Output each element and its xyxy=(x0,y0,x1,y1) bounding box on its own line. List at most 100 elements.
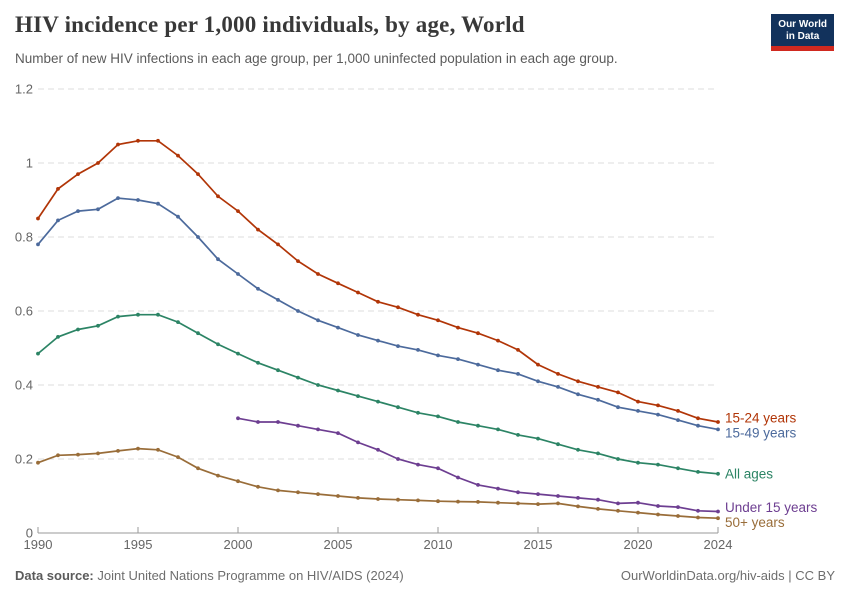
data-point[interactable] xyxy=(96,161,100,165)
data-point[interactable] xyxy=(56,187,60,191)
data-point[interactable] xyxy=(276,242,280,247)
attribution-link[interactable]: OurWorldinData.org/hiv-aids | CC BY xyxy=(620,568,835,583)
data-point[interactable] xyxy=(256,484,260,489)
data-point[interactable] xyxy=(676,514,680,518)
data-point[interactable] xyxy=(376,399,380,404)
data-point[interactable] xyxy=(536,492,540,496)
data-point[interactable] xyxy=(556,494,560,498)
data-point[interactable] xyxy=(676,466,680,471)
data-point[interactable] xyxy=(496,486,500,491)
data-point[interactable] xyxy=(396,457,400,461)
data-point[interactable] xyxy=(376,447,380,452)
data-point[interactable] xyxy=(696,470,700,474)
data-point[interactable] xyxy=(36,242,40,247)
data-point[interactable] xyxy=(396,405,400,410)
data-point[interactable] xyxy=(696,515,700,520)
data-point[interactable] xyxy=(456,499,460,504)
data-point[interactable] xyxy=(536,362,540,367)
data-point[interactable] xyxy=(376,338,380,343)
data-point[interactable] xyxy=(156,447,160,452)
data-point[interactable] xyxy=(296,423,300,428)
data-point[interactable] xyxy=(36,351,40,356)
data-point[interactable] xyxy=(516,348,520,352)
data-point[interactable] xyxy=(516,433,520,437)
data-point[interactable] xyxy=(636,500,640,505)
data-point[interactable] xyxy=(476,423,480,428)
data-point[interactable] xyxy=(656,412,660,417)
data-point[interactable] xyxy=(396,344,400,348)
data-point[interactable] xyxy=(76,452,80,457)
data-point[interactable] xyxy=(316,427,320,432)
data-point[interactable] xyxy=(396,497,400,502)
data-point[interactable] xyxy=(656,462,660,467)
data-point[interactable] xyxy=(476,331,480,336)
data-point[interactable] xyxy=(116,196,120,201)
data-point[interactable] xyxy=(76,172,80,177)
data-point[interactable] xyxy=(556,501,560,506)
data-point[interactable] xyxy=(416,312,420,317)
data-point[interactable] xyxy=(716,516,720,521)
data-point[interactable] xyxy=(536,379,540,384)
data-point[interactable] xyxy=(596,385,600,389)
data-point[interactable] xyxy=(396,305,400,310)
data-point[interactable] xyxy=(696,423,700,428)
data-point[interactable] xyxy=(716,509,720,514)
data-point[interactable] xyxy=(336,388,340,393)
data-point[interactable] xyxy=(436,414,440,419)
data-point[interactable] xyxy=(676,505,680,509)
data-point[interactable] xyxy=(556,372,560,376)
data-point[interactable] xyxy=(216,257,220,262)
data-point[interactable] xyxy=(316,492,320,496)
data-point[interactable] xyxy=(636,460,640,465)
data-point[interactable] xyxy=(496,500,500,505)
data-point[interactable] xyxy=(636,399,640,404)
data-point[interactable] xyxy=(456,325,460,330)
data-point[interactable] xyxy=(536,436,540,441)
data-point[interactable] xyxy=(476,362,480,367)
data-point[interactable] xyxy=(496,368,500,373)
data-point[interactable] xyxy=(596,497,600,502)
data-point[interactable] xyxy=(476,500,480,504)
data-point[interactable] xyxy=(136,312,140,317)
data-point[interactable] xyxy=(636,409,640,413)
data-point[interactable] xyxy=(576,496,580,500)
data-point[interactable] xyxy=(296,375,300,380)
data-point[interactable] xyxy=(616,501,620,506)
data-point[interactable] xyxy=(576,392,580,397)
data-point[interactable] xyxy=(376,299,380,304)
data-point[interactable] xyxy=(676,409,680,413)
data-point[interactable] xyxy=(156,138,160,143)
data-point[interactable] xyxy=(616,390,620,395)
data-point[interactable] xyxy=(56,453,60,458)
data-point[interactable] xyxy=(256,420,260,424)
data-point[interactable] xyxy=(136,138,140,143)
data-point[interactable] xyxy=(356,440,360,445)
data-point[interactable] xyxy=(356,333,360,337)
data-point[interactable] xyxy=(436,353,440,358)
data-point[interactable] xyxy=(516,501,520,506)
data-point[interactable] xyxy=(616,457,620,461)
data-point[interactable] xyxy=(236,209,240,214)
data-point[interactable] xyxy=(256,286,260,291)
data-point[interactable] xyxy=(316,383,320,387)
data-point[interactable] xyxy=(616,405,620,410)
data-point[interactable] xyxy=(456,420,460,424)
data-point[interactable] xyxy=(216,473,220,478)
data-point[interactable] xyxy=(136,198,140,202)
data-point[interactable] xyxy=(216,194,220,199)
data-point[interactable] xyxy=(116,314,120,319)
data-point[interactable] xyxy=(196,235,200,239)
data-point[interactable] xyxy=(156,201,160,206)
data-point[interactable] xyxy=(556,385,560,389)
data-point[interactable] xyxy=(296,490,300,495)
data-point[interactable] xyxy=(476,483,480,487)
data-point[interactable] xyxy=(136,446,140,451)
data-point[interactable] xyxy=(76,327,80,332)
data-point[interactable] xyxy=(36,460,40,465)
data-point[interactable] xyxy=(716,427,720,432)
data-point[interactable] xyxy=(716,471,720,476)
data-point[interactable] xyxy=(216,342,220,347)
data-point[interactable] xyxy=(196,331,200,336)
data-point[interactable] xyxy=(96,323,100,328)
data-point[interactable] xyxy=(196,172,200,177)
